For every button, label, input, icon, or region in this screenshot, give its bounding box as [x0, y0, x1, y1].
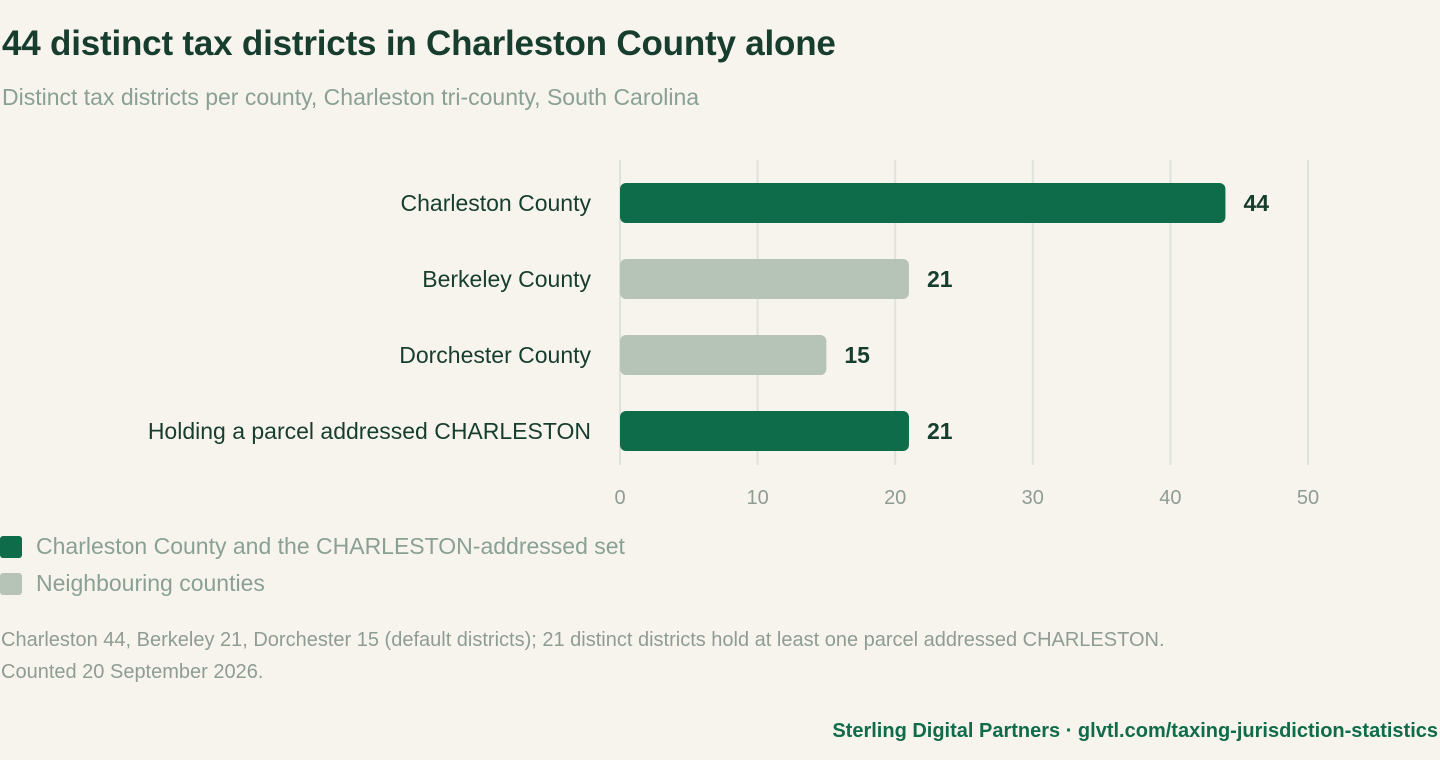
legend-swatch-neighbouring — [0, 572, 22, 595]
legend-swatch-charleston — [0, 535, 22, 558]
bar — [620, 411, 909, 451]
chart-note: Charleston 44, Berkeley 21, Dorchester 1… — [1, 629, 1165, 683]
legend-item-neighbouring: Neighbouring counties — [0, 565, 625, 602]
category-label: Dorchester County — [399, 342, 591, 368]
x-tick-label: 30 — [1022, 487, 1044, 509]
chart-subtitle: Distinct tax districts per county, Charl… — [2, 84, 700, 110]
category-label: Charleston County — [401, 190, 592, 216]
data-label: 21 — [927, 266, 953, 292]
data-label: 44 — [1243, 190, 1269, 216]
x-tick-label: 0 — [614, 487, 625, 509]
x-tick-label: 20 — [884, 487, 906, 509]
data-label: 21 — [927, 418, 953, 444]
bar — [620, 183, 1226, 223]
bar-chart: 0 10 20 30 40 50 Charleston County 44 Berkeley C… — [148, 160, 1319, 509]
x-tick-label: 50 — [1297, 487, 1319, 509]
source-credit: Sterling Digital Partners · glvtl.com/ta… — [832, 720, 1438, 742]
legend: Charleston County and the CHARLESTON-add… — [0, 528, 625, 602]
x-tick-label: 10 — [746, 487, 768, 509]
chart-title: 44 distinct tax districts in Charleston … — [2, 24, 836, 63]
x-tick-label: 40 — [1159, 487, 1181, 509]
bar — [620, 335, 827, 375]
legend-label-charleston: Charleston County and the CHARLESTON-add… — [36, 533, 625, 559]
data-label: 15 — [844, 342, 870, 368]
legend-item-charleston: Charleston County and the CHARLESTON-add… — [0, 528, 625, 565]
category-label: Holding a parcel addressed CHARLESTON — [148, 418, 591, 444]
category-label: Berkeley County — [422, 266, 591, 292]
bar — [620, 259, 909, 299]
legend-label-neighbouring: Neighbouring counties — [36, 570, 265, 596]
